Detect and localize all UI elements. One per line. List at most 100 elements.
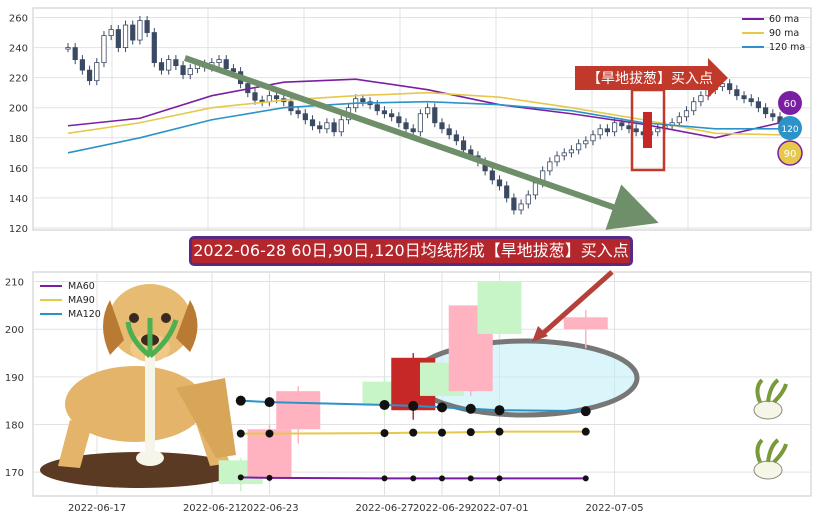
overview-ma60-line [67, 78, 781, 139]
overview-candle [374, 104, 380, 112]
zoom-ma90-point [409, 428, 418, 437]
zoom-y-tick: 200 [5, 325, 24, 336]
overview-candle [130, 24, 136, 41]
zoom-ma90-point [380, 429, 389, 438]
overview-candle [273, 95, 280, 100]
downtrend-arrow [184, 55, 659, 230]
zoom-ma90-point [438, 428, 446, 437]
overview-y-tick: 240 [9, 44, 28, 55]
zoom-x-tick: 2022-06-29 [413, 503, 471, 514]
overview-candle [86, 69, 93, 82]
overview-candle [410, 128, 416, 133]
overview-candle [108, 29, 114, 36]
overview-candle [698, 95, 704, 103]
buy-point-candle [643, 112, 652, 148]
zoom-ma60-line [240, 476, 586, 480]
overview-candle [94, 62, 100, 82]
zoom-y-tick: 180 [5, 421, 24, 432]
overview-candle [547, 161, 553, 172]
overview-candle [338, 119, 344, 133]
overview-candle [151, 32, 157, 64]
overview-candle [748, 98, 754, 103]
overview-y-tick: 160 [9, 164, 28, 175]
zoom-ma90-point [236, 429, 245, 438]
overview-candle [568, 149, 575, 154]
overview-candle [331, 122, 337, 133]
zoom-x-tick: 2022-06-27 [355, 503, 413, 514]
overview-candle [554, 155, 560, 163]
zoom-ma120-point [465, 403, 476, 414]
overview-candle [633, 128, 639, 133]
zoom-ma120-point [580, 406, 591, 417]
overview-candle [115, 29, 121, 48]
overview-candle [259, 99, 265, 103]
overview-candle [101, 35, 107, 64]
zoom-ma60-point [467, 475, 474, 482]
zoom-y-tick-labels: 170 180 190 200 210 [5, 278, 24, 480]
overview-candle [683, 110, 690, 118]
overview-candle [173, 59, 179, 67]
overview-candle [72, 47, 78, 61]
leek-icons [753, 378, 788, 480]
overview-candle [576, 143, 582, 151]
overview-candle [403, 122, 409, 130]
overview-candle [417, 113, 424, 133]
overview-candle [561, 152, 567, 157]
overview-candle [770, 113, 776, 118]
overview-candle [525, 194, 531, 205]
ma-badges: 60 120 90 [777, 91, 803, 166]
overview-candle [317, 125, 323, 130]
zoom-y-tick: 170 [5, 468, 24, 479]
zoom-y-tick: 210 [5, 278, 24, 289]
badge-90: 90 [784, 149, 797, 160]
overview-candle [446, 128, 452, 136]
legend-90ma: 90 ma [769, 28, 799, 39]
overview-y-tick-labels: 120 140 160 180 200 220 240 260 [9, 14, 28, 235]
badge-60: 60 [784, 99, 797, 110]
zoom-x-tick: 2022-07-05 [585, 503, 643, 514]
zoom-ma90-point [581, 427, 590, 436]
overview-candle [583, 140, 589, 145]
legend-120ma: 120 ma [769, 42, 805, 53]
overview-candle [504, 185, 510, 199]
zoom-x-tick: 2022-06-17 [68, 503, 126, 514]
overview-candle [691, 101, 697, 112]
overview-candle [144, 20, 150, 33]
overview-candle [158, 62, 165, 71]
overview-candle [439, 122, 445, 130]
zoom-ma90-point [466, 428, 475, 437]
overview-candle [79, 59, 85, 71]
zoom-x-tick: 2022-07-01 [470, 503, 528, 514]
overview-candle [741, 95, 747, 100]
overview-y-tick: 180 [9, 134, 28, 145]
zoom-ma120-point [494, 405, 505, 416]
overview-candle [137, 20, 143, 41]
overview-candle [324, 122, 330, 130]
overview-candle [611, 122, 618, 133]
zoom-ma60-point [237, 474, 244, 481]
buy-point-callout: 【旱地拔葱】买入点 [575, 58, 728, 98]
zoom-ma120-point [379, 399, 390, 410]
zoom-x-tick: 2022-06-21 [183, 503, 241, 514]
overview-candle [727, 83, 733, 91]
zoom-x-tick: 2022-06-23 [240, 503, 298, 514]
overview-candle [532, 182, 539, 196]
zoom-ma90-line [240, 430, 586, 435]
overview-y-tick: 140 [9, 194, 28, 205]
zoom-ma60-point [496, 475, 503, 482]
zoom-candle [276, 391, 321, 430]
zoom-ma60-point [410, 475, 417, 482]
zoom-ma60-point [439, 475, 445, 482]
overview-candle [122, 24, 129, 48]
zoom-ma90-point [265, 429, 274, 438]
overview-candle [302, 113, 308, 121]
buy-signal-banner: 2022-06-28 60日,90日,120日均线形成【旱地拔葱】买入点 [189, 236, 633, 266]
zoom-x-tick-labels: 2022-06-17 2022-06-21 2022-06-23 2022-06-27… [68, 503, 644, 514]
overview-candle [230, 68, 237, 73]
overview-candle [763, 107, 769, 115]
overview-candle [166, 59, 172, 71]
zoom-ma60-point [381, 475, 388, 482]
overview-candle [626, 125, 632, 130]
overview-candle [424, 107, 431, 115]
overview-candle [590, 134, 596, 142]
